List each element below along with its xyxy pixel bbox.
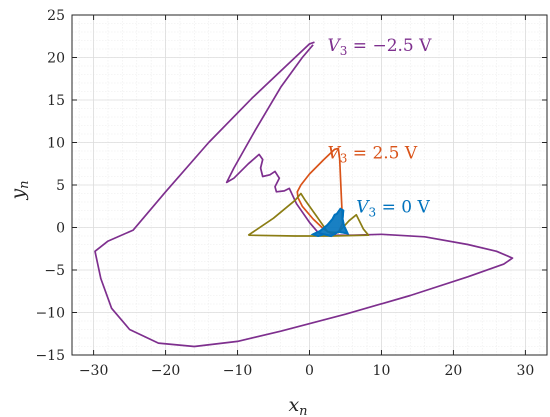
y-tick-label: 25 <box>47 8 65 24</box>
x-tick-label: 10 <box>373 363 391 379</box>
y-axis-label: yn <box>7 180 32 200</box>
y-tick-label: −15 <box>35 348 65 364</box>
x-tick-label: 30 <box>516 363 534 379</box>
series-annotation-1: V3 = 2.5 V <box>327 144 417 166</box>
series-layer <box>94 41 514 348</box>
y-tick-label: 0 <box>56 221 65 237</box>
series-annotation-2: V3 = 0 V <box>356 197 430 219</box>
y-tick-label: 20 <box>47 51 65 67</box>
y-tick-label: 15 <box>47 93 65 109</box>
y-tick-label: 10 <box>47 136 65 152</box>
series-line-0 <box>94 41 514 348</box>
axis-ticks <box>72 14 547 356</box>
y-tick-label: −5 <box>44 263 65 279</box>
x-tick-label: −10 <box>223 363 253 379</box>
x-tick-label: −30 <box>79 363 109 379</box>
series-annotations: V3 = −2.5 V V3 = 2.5 V V3 = 0 V <box>327 36 432 220</box>
x-tick-label: 0 <box>305 363 314 379</box>
y-tick-label: −10 <box>35 306 65 322</box>
y-tick-label: 5 <box>56 178 65 194</box>
series-annotation-0: V3 = −2.5 V <box>327 36 432 58</box>
y-tick-labels: −15 −10 −5 0 5 10 15 20 25 <box>35 8 65 364</box>
x-tick-label: 20 <box>445 363 463 379</box>
major-grid <box>72 14 547 356</box>
x-tick-labels: −30 −20 −10 0 10 20 30 <box>79 363 535 379</box>
x-tick-label: −20 <box>151 363 181 379</box>
series-fill-v3-0 <box>310 207 350 238</box>
series-line-1 <box>296 147 344 235</box>
x-axis-label: xn <box>288 394 307 417</box>
